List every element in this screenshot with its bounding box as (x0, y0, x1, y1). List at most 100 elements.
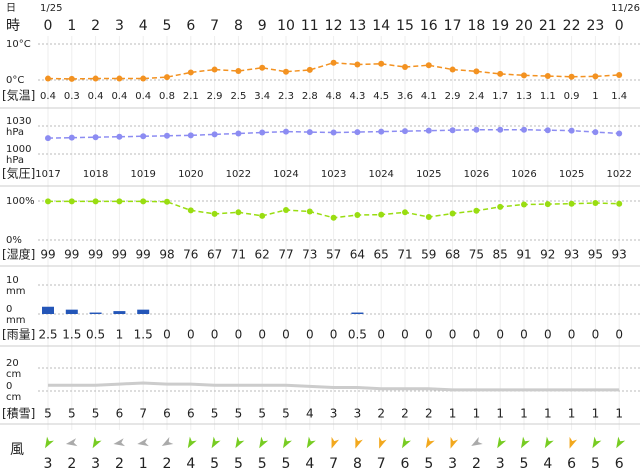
point (425, 62, 432, 69)
wind-arrow (259, 436, 269, 449)
point (354, 129, 361, 136)
value-label: 0 (615, 328, 623, 342)
hour: 15 (396, 18, 414, 34)
wind-speed: 1 (139, 456, 148, 472)
hour: 9 (258, 18, 267, 34)
y-tick-label: 10°C (6, 39, 31, 50)
point (330, 59, 337, 66)
bar (137, 309, 150, 314)
point (68, 134, 75, 141)
value-label: 1025 (416, 169, 441, 180)
point (283, 68, 289, 75)
wind-arrow (235, 436, 245, 449)
value-label: 0 (258, 328, 266, 342)
wind-arrow-group (425, 436, 435, 449)
hour: 8 (234, 18, 243, 34)
point (449, 66, 456, 73)
point (544, 201, 551, 208)
value-label: 1.5 (62, 328, 81, 342)
value-label: 1.4 (611, 91, 627, 102)
wind-arrow-group (211, 436, 221, 449)
value-label: 4 (306, 407, 314, 421)
point (473, 126, 480, 133)
point (68, 198, 75, 205)
row-label: [気圧] (2, 166, 35, 181)
value-label: 1.5 (134, 328, 153, 342)
hour: 0 (44, 18, 53, 34)
value-label: 0 (187, 328, 195, 342)
row-label: [雨量] (2, 328, 35, 342)
value-label: 2.5 (38, 328, 57, 342)
hour: 4 (139, 18, 148, 34)
point (402, 128, 408, 135)
value-label: 1 (568, 407, 576, 421)
point (140, 75, 147, 82)
value-label: 2.9 (445, 91, 461, 102)
value-label: 65 (374, 248, 389, 262)
wind-arrow (616, 436, 626, 449)
value-label: 62 (255, 248, 270, 262)
value-label: 1 (592, 407, 600, 421)
hour: 10 (277, 18, 295, 34)
point (164, 132, 170, 139)
y-unit: mm (6, 315, 25, 326)
wind-speed: 3 (91, 456, 100, 472)
wind-arrow-group (65, 438, 78, 447)
point (283, 206, 289, 213)
wind-arrow-group (259, 436, 269, 449)
wind-arrow-group (92, 436, 102, 449)
point (378, 60, 385, 67)
point (354, 212, 361, 219)
point (45, 198, 51, 205)
hour: 22 (563, 18, 581, 34)
value-label: 4.8 (326, 91, 342, 102)
point (211, 210, 218, 217)
point (592, 73, 599, 80)
day-label: 日 (6, 3, 16, 14)
hour: 13 (348, 18, 366, 34)
date-label: 11/26 (611, 3, 640, 14)
value-label: 5 (282, 407, 290, 421)
value-label: 0 (544, 328, 552, 342)
wind-speed: 5 (258, 456, 267, 472)
y-tick-label: 0 (6, 304, 12, 315)
wind-speed: 5 (520, 456, 529, 472)
value-label: 2.3 (278, 91, 294, 102)
value-label: 1023 (321, 169, 346, 180)
value-label: 93 (612, 248, 627, 262)
wind-arrow-group (379, 436, 387, 449)
value-label: 2.1 (183, 91, 199, 102)
hour-label: 時 (6, 18, 20, 34)
row-label: [湿度] (2, 247, 35, 262)
hour: 21 (539, 18, 557, 34)
point (592, 199, 599, 206)
y-tick-label: 0% (6, 235, 22, 246)
point (568, 200, 575, 207)
value-label: 64 (350, 248, 365, 262)
value-label: 1 (544, 407, 552, 421)
point (92, 198, 99, 205)
value-label: 0 (306, 328, 314, 342)
wind-arrow-group (544, 436, 554, 449)
point (616, 200, 623, 207)
value-label: 0.8 (159, 91, 175, 102)
value-label: 0 (235, 328, 243, 342)
value-label: 75 (469, 248, 484, 262)
value-label: 0.4 (40, 91, 56, 102)
wind-speed: 2 (163, 456, 172, 472)
value-label: 1019 (130, 169, 155, 180)
value-label: 1 (116, 328, 124, 342)
value-label: 0 (401, 328, 409, 342)
value-label: 0 (449, 328, 457, 342)
value-label: 6 (163, 407, 171, 421)
wind-speed: 3 (448, 456, 457, 472)
point (140, 198, 147, 205)
wind-arrow (45, 436, 54, 449)
value-label: 2.8 (302, 91, 318, 102)
point (330, 214, 337, 221)
value-label: 1.3 (516, 91, 532, 102)
value-label: 77 (278, 248, 293, 262)
point (187, 132, 194, 139)
point (473, 68, 480, 75)
y-tick-label: 0°C (6, 75, 24, 86)
